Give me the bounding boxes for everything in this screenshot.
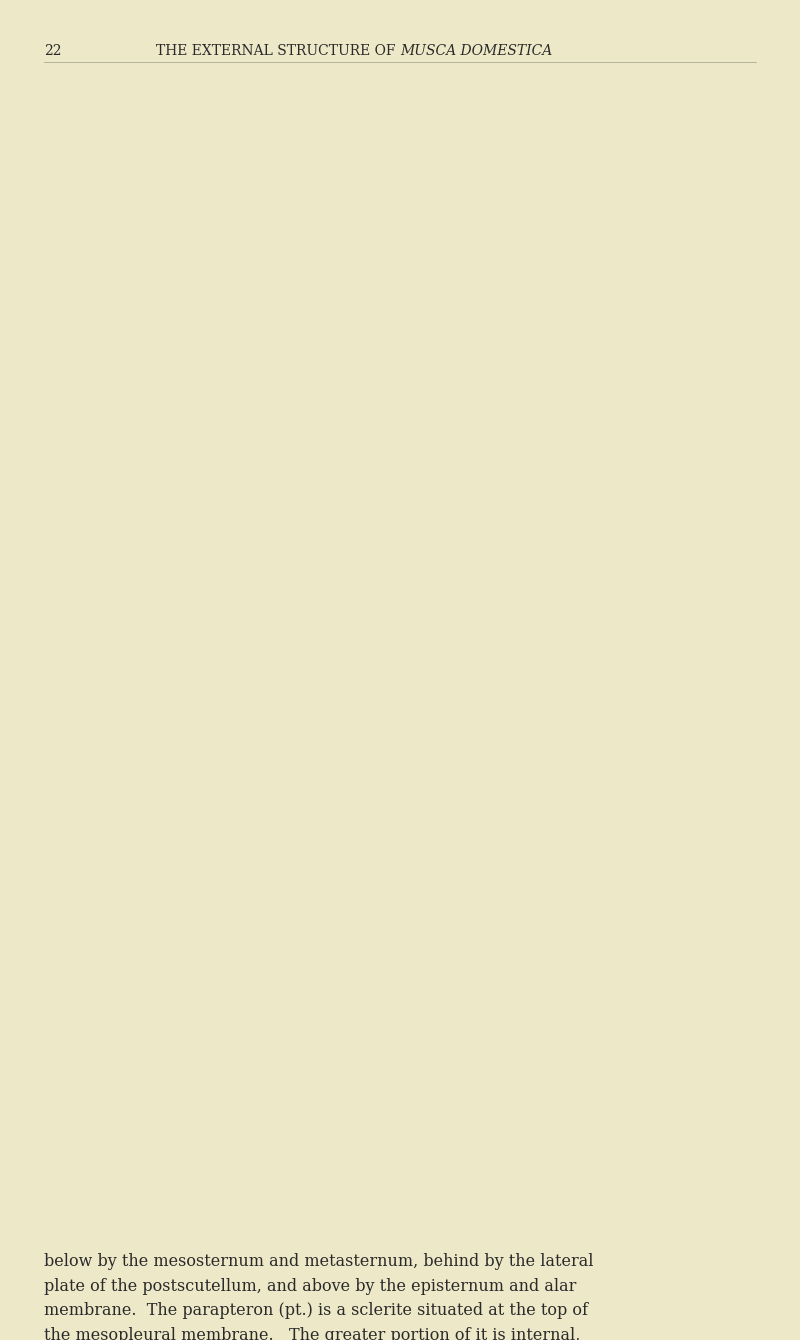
Text: membrane.  The parapteron (pt.) is a sclerite situated at the top of: membrane. The parapteron (pt.) is a scle…: [44, 1302, 588, 1320]
Text: below by the mesosternum and metasternum, behind by the lateral: below by the mesosternum and metasternum…: [44, 1253, 594, 1270]
Text: plate of the postscutellum, and above by the episternum and alar: plate of the postscutellum, and above by…: [44, 1277, 576, 1294]
Text: MUSCA DOMESTICA: MUSCA DOMESTICA: [400, 44, 552, 58]
Text: 22: 22: [44, 44, 62, 58]
Text: THE EXTERNAL STRUCTURE OF: THE EXTERNAL STRUCTURE OF: [156, 44, 400, 58]
Text: the mesopleural membrane.   The greater portion of it is internal,: the mesopleural membrane. The greater po…: [44, 1327, 580, 1340]
